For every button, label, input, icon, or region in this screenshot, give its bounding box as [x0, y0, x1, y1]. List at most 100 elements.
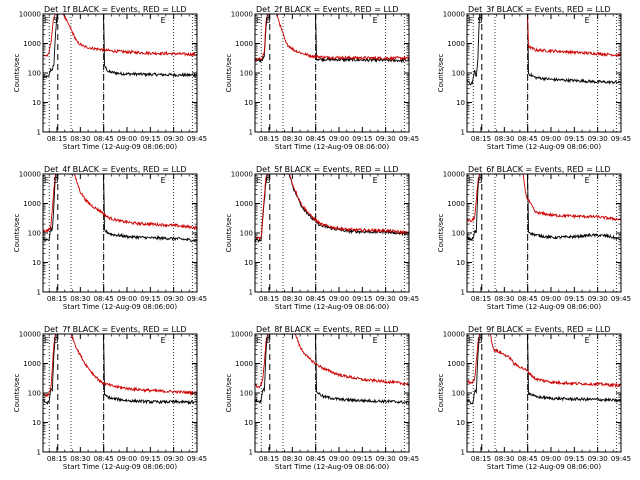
- series-lld-line: [43, 14, 197, 58]
- x-tick-label: 09:00: [329, 295, 349, 303]
- x-tick-label: 08:30: [494, 455, 514, 463]
- x-axis-start-time: (12-Aug-09 08:06:00): [314, 143, 390, 151]
- x-tick-label: 09:30: [164, 295, 184, 303]
- chart-title: Det_1f BLACK = Events, RED = LLD: [44, 5, 187, 14]
- x-tick-label: 09:15: [140, 135, 160, 143]
- marker-e-left: E: [256, 336, 261, 345]
- x-tick-label: 09:15: [564, 295, 584, 303]
- x-tick-label: 09:00: [541, 135, 561, 143]
- x-axis-label: Start Time (12-Aug-09 08:06:00): [487, 143, 601, 151]
- y-tick-label: 10000: [443, 171, 465, 179]
- y-tick-label: 100: [28, 70, 41, 78]
- x-tick-label: 09:45: [399, 135, 419, 143]
- y-tick-label: 1: [461, 129, 465, 137]
- chart-panel-5: Det_5f BLACK = Events, RED = LLD 1 10 100 10…: [225, 165, 419, 311]
- y-axis-label: Counts/sec: [437, 54, 445, 93]
- marker-s: S: [53, 16, 58, 25]
- x-tick-label: 09:45: [399, 295, 419, 303]
- y-tick-label: 1000: [447, 200, 465, 208]
- plot-frame: [254, 13, 410, 133]
- y-tick-label: 100: [240, 70, 253, 78]
- y-tick-label: 1: [37, 289, 41, 297]
- y-tick-label: 100: [452, 70, 465, 78]
- series-events-line: [467, 14, 621, 86]
- x-tick-label: 08:15: [259, 135, 279, 143]
- series-lld-line: [255, 174, 409, 241]
- x-axis-start-time: (12-Aug-09 08:06:00): [314, 463, 390, 471]
- x-tick-label: 08:30: [70, 455, 90, 463]
- chart-panel-3: Det_3f BLACK = Events, RED = LLD 1 10 100 10…: [437, 5, 631, 151]
- x-tick-label: 09:30: [588, 135, 608, 143]
- x-axis-label-prefix: Start Time: [63, 303, 99, 311]
- y-tick-label: 10: [244, 99, 253, 107]
- plot-frame: [466, 333, 622, 453]
- x-tick-label: 08:45: [518, 295, 538, 303]
- x-tick-label: 09:15: [140, 295, 160, 303]
- plot-frame: [42, 13, 198, 133]
- series-events-line: [43, 14, 197, 79]
- plot-frame: [254, 333, 410, 453]
- y-tick-label: 1000: [447, 360, 465, 368]
- marker-e-right: E: [161, 336, 166, 345]
- series-events-line: [467, 174, 621, 242]
- marker-e-left: E: [44, 336, 49, 345]
- plot-area: [467, 14, 621, 86]
- y-tick-label: 100: [452, 390, 465, 398]
- x-axis-start-time: (12-Aug-09 08:06:00): [314, 303, 390, 311]
- chart-title: Det_7f BLACK = Events, RED = LLD: [44, 325, 187, 334]
- marker-e-right: E: [373, 16, 378, 25]
- x-axis-label-prefix: Start Time: [487, 303, 523, 311]
- x-tick-label: 09:45: [611, 455, 631, 463]
- x-tick-label: 08:45: [306, 455, 326, 463]
- y-tick-label: 1: [249, 129, 253, 137]
- y-tick-label: 1: [461, 449, 465, 457]
- plot-area: [467, 174, 621, 242]
- plot-area: [467, 334, 621, 405]
- y-tick-label: 100: [28, 390, 41, 398]
- marker-e-left: E: [468, 176, 473, 185]
- chart-panel-2: Det_2f BLACK = Events, RED = LLD 1 10 100 10…: [225, 5, 419, 151]
- marker-e-right: E: [585, 336, 590, 345]
- x-tick-label: 09:45: [399, 455, 419, 463]
- chart-panel-1: Det_1f BLACK = Events, RED = LLD 1 10 100 10…: [13, 5, 207, 151]
- marker-e-right: E: [373, 336, 378, 345]
- x-tick-label: 09:15: [352, 295, 372, 303]
- x-tick-label: 09:00: [329, 455, 349, 463]
- marker-e-left: E: [256, 16, 261, 25]
- marker-e-left: E: [44, 176, 49, 185]
- marker-s: S: [265, 336, 270, 345]
- plot-frame: [466, 173, 622, 293]
- y-tick-label: 1000: [23, 200, 41, 208]
- y-tick-label: 10: [456, 99, 465, 107]
- x-tick-label: 08:45: [518, 455, 538, 463]
- marker-e-left: E: [44, 16, 49, 25]
- x-axis-label-prefix: Start Time: [487, 463, 523, 471]
- y-tick-label: 100: [452, 230, 465, 238]
- marker-e-left: E: [256, 176, 261, 185]
- y-axis-label: Counts/sec: [13, 54, 21, 93]
- y-axis-label: Counts/sec: [225, 214, 233, 253]
- y-tick-label: 1: [37, 129, 41, 137]
- x-tick-label: 09:15: [140, 455, 160, 463]
- x-tick-label: 09:30: [588, 455, 608, 463]
- x-tick-label: 08:15: [47, 135, 67, 143]
- y-tick-label: 1000: [235, 360, 253, 368]
- marker-e-right: E: [161, 176, 166, 185]
- x-tick-label: 08:30: [282, 295, 302, 303]
- x-tick-label: 08:30: [494, 135, 514, 143]
- chart-title: Det_9f BLACK = Events, RED = LLD: [468, 325, 611, 334]
- y-tick-label: 1: [249, 449, 253, 457]
- y-tick-label: 10000: [231, 331, 253, 339]
- marker-e-right: E: [373, 176, 378, 185]
- chart-panel-8: Det_8f BLACK = Events, RED = LLD 1 10 100 10…: [225, 325, 419, 471]
- x-axis-label: Start Time (12-Aug-09 08:06:00): [487, 463, 601, 471]
- x-tick-label: 09:00: [329, 135, 349, 143]
- x-tick-label: 09:30: [164, 135, 184, 143]
- x-tick-label: 09:00: [541, 455, 561, 463]
- chart-panel-7: Det_7f BLACK = Events, RED = LLD 1 10 100 10…: [13, 325, 207, 471]
- marker-e-right: E: [585, 176, 590, 185]
- y-tick-label: 10000: [443, 11, 465, 19]
- marker-s: S: [53, 176, 58, 185]
- x-tick-label: 09:45: [187, 135, 207, 143]
- y-tick-label: 10: [32, 99, 41, 107]
